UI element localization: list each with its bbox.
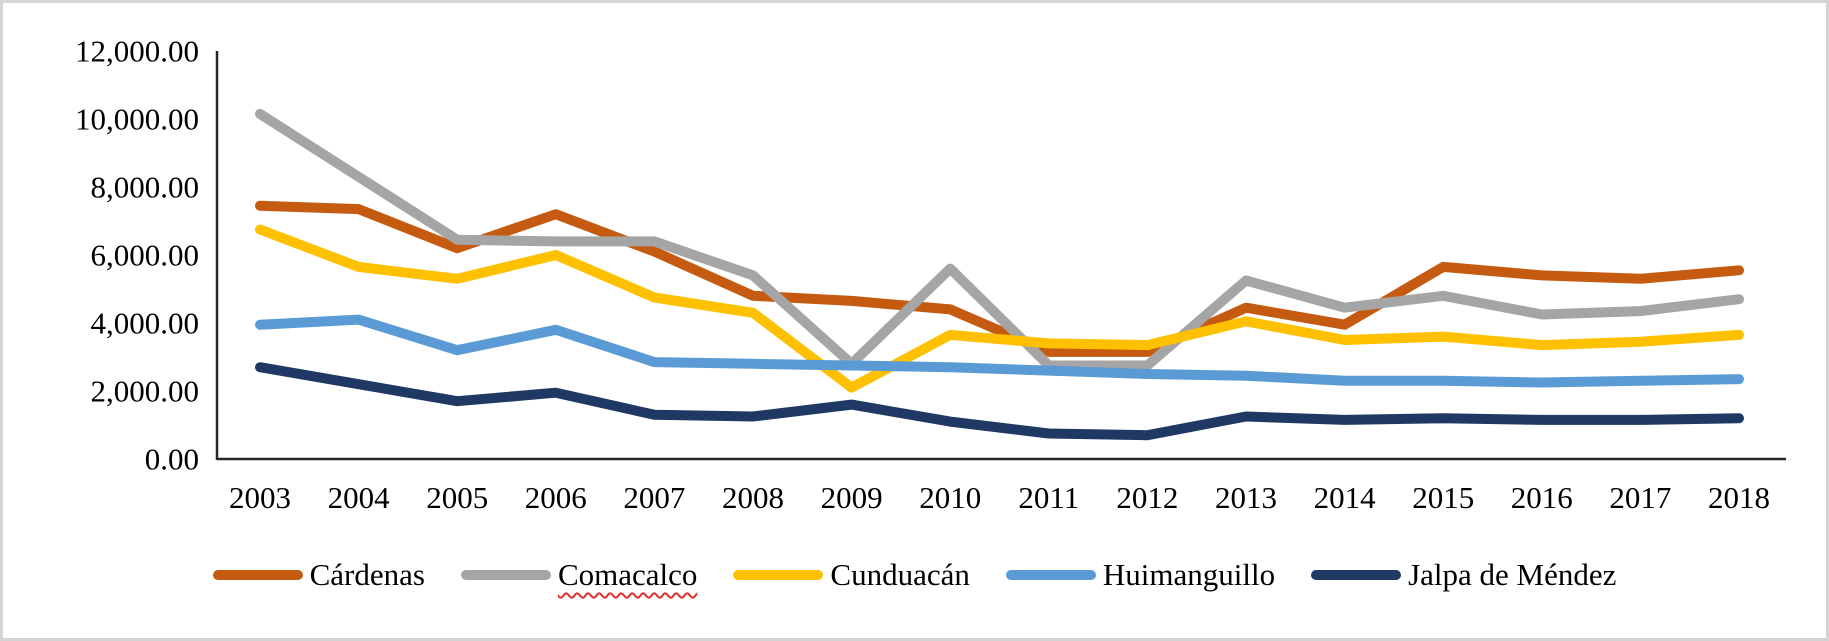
legend-swatch-cunduacan (733, 570, 824, 580)
legend-label-cunduacan: Cunduacán (830, 557, 970, 592)
x-tick-label: 2003 (229, 480, 291, 515)
y-tick-label: 0.00 (145, 442, 199, 477)
x-tick-label: 2012 (1116, 480, 1178, 515)
y-tick-label: 4,000.00 (91, 306, 200, 341)
legend-item-comacalco: Comacalco (460, 557, 698, 593)
legend-swatch-huimanguillo (1005, 570, 1096, 580)
legend-swatch-jalpa-de-mendez (1311, 570, 1402, 580)
chart-legend: Cárdenas Comacalco Cunduacán Huimanguillo Ja… (3, 557, 1826, 593)
legend-item-cardenas: Cárdenas (212, 557, 425, 593)
legend-item-cunduacan: Cunduacán (733, 557, 970, 593)
series-line-comacalco (255, 108, 1744, 371)
y-tick-label: 8,000.00 (91, 170, 200, 205)
x-tick-label: 2011 (1018, 480, 1079, 515)
line-chart: 0.00 2,000.00 4,000.00 6,000.00 8,000.00 10,0… (75, 34, 1786, 515)
x-tick-label: 2018 (1708, 480, 1770, 515)
y-tick-label: 6,000.00 (91, 238, 200, 273)
x-tick-label: 2009 (821, 480, 883, 515)
legend-label-comacalco: Comacalco (557, 557, 698, 592)
legend-label-huimanguillo: Huimanguillo (1102, 557, 1276, 592)
legend-item-huimanguillo: Huimanguillo (1005, 557, 1276, 593)
x-tick-label: 2004 (328, 480, 391, 515)
x-tick-label: 2016 (1511, 480, 1573, 515)
series-line-jalpa-de-mendez (255, 362, 1744, 441)
legend-label-jalpa-de-mendez: Jalpa de Méndez (1408, 557, 1617, 592)
x-tick-label: 2007 (623, 480, 685, 515)
y-tick-label: 2,000.00 (91, 374, 200, 409)
x-tick-label: 2008 (722, 480, 784, 515)
legend-swatch-cardenas (212, 570, 303, 580)
legend-label-cardenas: Cárdenas (309, 557, 425, 592)
x-tick-label: 2005 (426, 480, 488, 515)
legend-item-jalpa-de-mendez: Jalpa de Méndez (1311, 557, 1616, 593)
series-line-cunduacan (255, 224, 1744, 393)
x-tick-label: 2006 (525, 480, 587, 515)
x-tick-label: 2010 (919, 480, 981, 515)
x-tick-label: 2017 (1609, 480, 1671, 515)
y-tick-label: 12,000.00 (75, 34, 199, 69)
x-tick-label: 2014 (1314, 480, 1377, 515)
x-tick-label: 2015 (1412, 480, 1474, 515)
x-tick-label: 2013 (1215, 480, 1277, 515)
legend-swatch-comacalco (460, 570, 551, 580)
y-tick-label: 10,000.00 (75, 102, 199, 137)
series-line-huimanguillo (255, 314, 1744, 388)
series-line-cardenas (255, 200, 1744, 357)
